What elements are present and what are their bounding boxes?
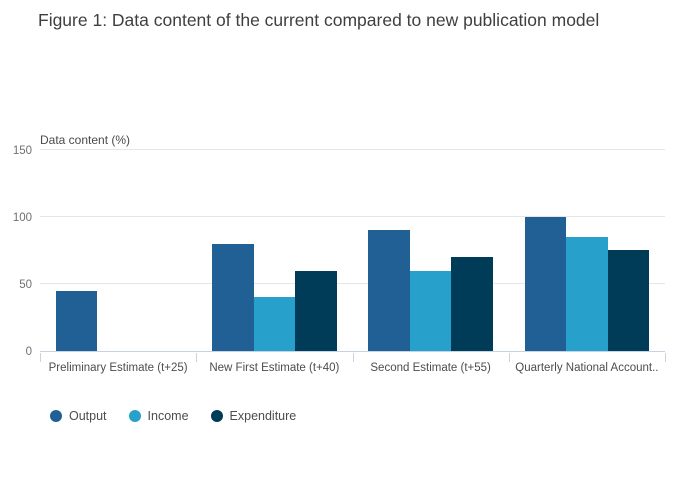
y-tick-label-100: 100: [12, 212, 32, 224]
x-axis-tick: [665, 353, 666, 362]
x-axis-tick: [352, 353, 354, 362]
x-axis-tick: [508, 353, 510, 362]
legend-item-expenditure[interactable]: Expenditure: [210, 409, 297, 423]
x-category-label-0: Preliminary Estimate (t+25): [48, 362, 188, 374]
x-category-label-3: Quarterly National Account..: [515, 362, 659, 374]
x-axis-tick: [40, 353, 41, 362]
gridline-y100: [40, 216, 665, 217]
gridline-y50: [40, 283, 665, 284]
legend-label: Output: [69, 409, 107, 423]
bar-output-0[interactable]: [55, 291, 98, 351]
plot-area: [40, 149, 665, 352]
legend-item-income[interactable]: Income: [128, 409, 189, 423]
chart-title: Figure 1: Data content of the current co…: [38, 10, 600, 30]
y-tick-label-50: 50: [19, 279, 32, 291]
x-category-label-1: New First Estimate (t+40): [209, 362, 340, 374]
bar-expenditure-3[interactable]: [607, 250, 650, 351]
bar-output-1[interactable]: [212, 244, 254, 351]
legend: Output Income Expenditure: [50, 409, 296, 423]
legend-label: Income: [147, 409, 189, 423]
legend-label: Expenditure: [229, 409, 297, 423]
x-category-label-2: Second Estimate (t+55): [370, 362, 491, 374]
bar-income-1[interactable]: [253, 297, 296, 351]
bar-expenditure-2[interactable]: [451, 257, 493, 351]
x-axis-tick: [196, 353, 198, 362]
y-tick-label-0: 0: [25, 346, 32, 358]
bar-income-3[interactable]: [566, 237, 608, 351]
bar-output-2[interactable]: [368, 230, 410, 351]
bar-income-2[interactable]: [409, 271, 452, 351]
gridline-y150: [40, 149, 665, 150]
legend-marker-icon: [128, 410, 141, 422]
bar-expenditure-1[interactable]: [295, 271, 337, 351]
bar-output-3[interactable]: [524, 217, 567, 351]
legend-marker-icon: [50, 410, 62, 422]
y-axis-title: Data content (%): [40, 133, 131, 147]
legend-marker-icon: [210, 410, 223, 422]
y-tick-label-150: 150: [12, 145, 32, 157]
legend-item-output[interactable]: Output: [50, 409, 107, 423]
